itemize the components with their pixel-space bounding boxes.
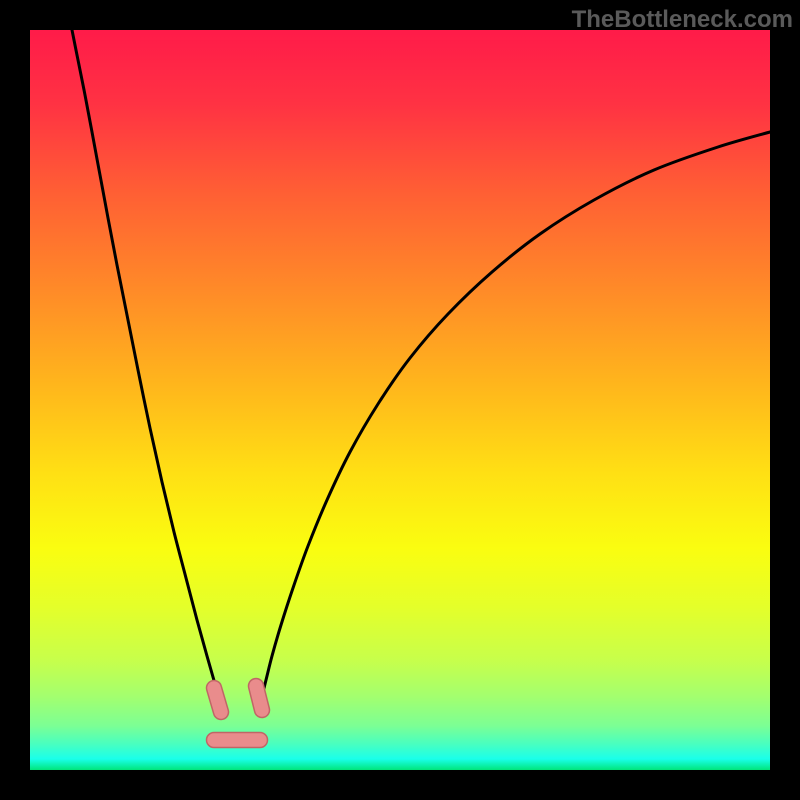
chart-canvas: TheBottleneck.com [0, 0, 800, 800]
plot-area [30, 30, 770, 770]
watermark-text: TheBottleneck.com [572, 6, 793, 34]
